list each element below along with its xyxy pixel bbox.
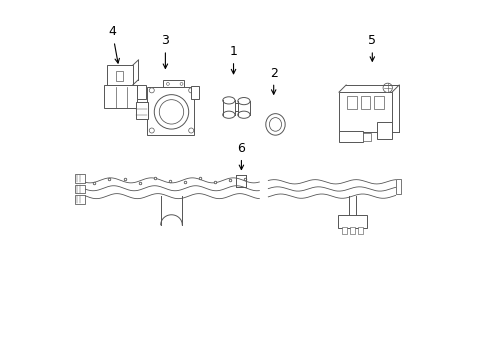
Ellipse shape (238, 111, 250, 118)
Text: 1: 1 (230, 45, 238, 74)
Bar (107, 65, 133, 85)
Circle shape (189, 128, 194, 133)
Bar (339, 131, 364, 141)
Bar (358, 227, 363, 234)
Ellipse shape (238, 98, 250, 105)
Circle shape (167, 82, 170, 85)
Text: 2: 2 (270, 67, 278, 94)
Bar (104, 85, 137, 108)
Bar (136, 102, 148, 119)
Bar (147, 87, 194, 135)
Circle shape (383, 83, 392, 93)
Bar (377, 122, 392, 139)
Circle shape (149, 128, 154, 133)
Text: 3: 3 (161, 34, 170, 68)
Ellipse shape (270, 118, 282, 131)
Bar (395, 179, 401, 194)
Bar (364, 134, 370, 140)
Bar (74, 185, 85, 193)
Bar (374, 96, 384, 109)
Bar (163, 80, 184, 87)
Circle shape (180, 82, 183, 85)
Bar (350, 227, 355, 234)
Ellipse shape (223, 97, 235, 104)
Bar (339, 92, 392, 132)
Bar (74, 195, 85, 204)
Text: 5: 5 (368, 34, 376, 61)
Circle shape (149, 88, 154, 93)
Bar (338, 215, 367, 228)
Bar (342, 227, 347, 234)
Bar (346, 85, 399, 92)
Bar (347, 96, 357, 109)
Circle shape (154, 95, 189, 129)
Bar (191, 86, 199, 99)
Bar (74, 174, 85, 183)
Ellipse shape (223, 111, 235, 118)
Ellipse shape (266, 114, 285, 135)
Bar (137, 85, 146, 99)
Bar (116, 71, 123, 81)
Text: 4: 4 (108, 25, 120, 63)
Circle shape (189, 88, 194, 93)
Circle shape (159, 100, 184, 124)
Text: 6: 6 (238, 142, 245, 170)
Bar (361, 96, 370, 109)
